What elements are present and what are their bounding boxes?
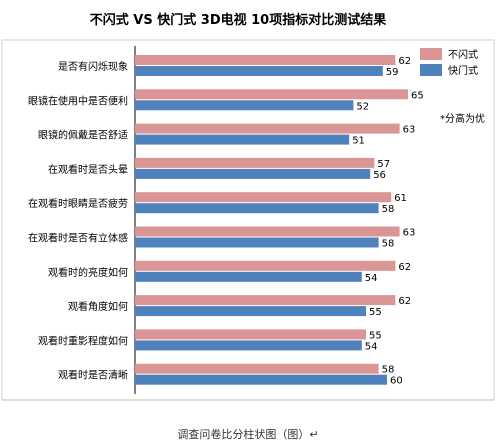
legend-swatch <box>420 64 442 76</box>
bar <box>135 66 383 76</box>
bar <box>135 134 350 145</box>
data-label: 65 <box>411 90 424 101</box>
data-label: 63 <box>403 125 416 136</box>
bar <box>135 374 387 385</box>
chart-title: 不闪式 VS 快门式 3D电视 10项指标对比测试结果 <box>90 12 386 28</box>
bar <box>135 363 379 374</box>
data-label: 58 <box>382 239 395 250</box>
data-label: 56 <box>373 170 386 181</box>
bar <box>135 192 392 203</box>
data-label: 62 <box>398 56 411 67</box>
bars <box>135 55 408 385</box>
category-labels: 是否有闪烁现象眼镜在使用中是否便利眼镜的佩戴是否舒适在观看时是否头晕在观看时眼睛… <box>28 60 128 382</box>
category-label: 观看时重影程度如何 <box>38 334 128 347</box>
data-label: 60 <box>390 376 403 387</box>
data-label: 55 <box>369 330 382 341</box>
bar <box>135 168 371 179</box>
category-label: 观看时的亮度如何 <box>48 266 128 279</box>
category-label: 是否有闪烁现象 <box>58 60 128 73</box>
category-label: 眼镜在使用中是否便利 <box>28 94 128 107</box>
data-label: 51 <box>352 136 365 147</box>
figure-caption: 调查问卷比分柱状图（图）↵ <box>177 428 319 441</box>
bar <box>135 306 366 317</box>
category-label: 观看角度如何 <box>68 300 128 313</box>
data-label: 57 <box>377 159 390 170</box>
bar <box>135 123 400 134</box>
legend-swatch <box>420 48 442 60</box>
bar <box>135 260 396 271</box>
data-label: 61 <box>394 193 407 204</box>
bar <box>135 55 396 65</box>
category-label: 在观看时眼睛是否疲劳 <box>28 197 128 210</box>
bar <box>135 226 400 237</box>
legend-label: 不闪式 <box>448 48 478 61</box>
category-label: 观看时是否清晰 <box>58 369 128 382</box>
data-label: 58 <box>382 365 395 376</box>
category-label: 在观看时是否有立体感 <box>28 232 128 245</box>
bar <box>135 100 354 111</box>
bar <box>135 203 379 214</box>
data-label: 62 <box>398 296 411 307</box>
data-label: 62 <box>398 262 411 273</box>
data-label: 55 <box>369 307 382 318</box>
bar <box>135 89 408 100</box>
bar <box>135 340 362 351</box>
data-label: 54 <box>365 341 378 352</box>
legend-label: 快门式 <box>448 64 478 77</box>
data-label: 54 <box>365 273 378 284</box>
data-label: 63 <box>403 228 416 239</box>
category-label: 在观看时是否头晕 <box>48 163 128 176</box>
data-label: 58 <box>382 204 395 215</box>
category-label: 眼镜的佩戴是否舒适 <box>38 129 128 142</box>
data-label: 59 <box>386 67 399 78</box>
score-annotation: *分高为优 <box>440 112 485 125</box>
bar <box>135 237 379 248</box>
bar <box>135 295 396 306</box>
data-label: 52 <box>356 101 369 112</box>
bar <box>135 329 366 340</box>
bar <box>135 157 375 168</box>
bar <box>135 271 362 282</box>
